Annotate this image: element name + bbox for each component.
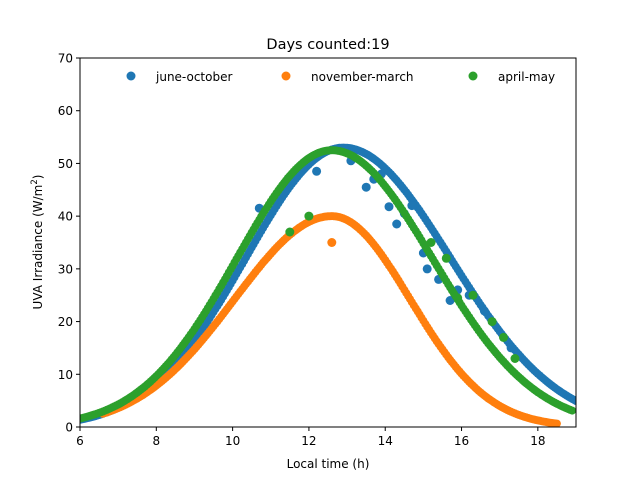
data-point xyxy=(285,227,295,237)
data-point xyxy=(510,354,520,363)
series-april-may xyxy=(80,146,576,423)
chart-title: Days counted:19 xyxy=(266,37,389,53)
y-tick-label: 40 xyxy=(58,210,73,224)
plot-frame xyxy=(79,57,577,428)
data-point xyxy=(468,290,478,300)
data-point xyxy=(392,219,402,229)
x-tick-label: 14 xyxy=(378,434,393,448)
y-tick-label: 20 xyxy=(58,315,73,329)
x-tick-label: 6 xyxy=(76,434,84,448)
data-point xyxy=(479,306,489,316)
x-tick-label: 10 xyxy=(225,434,240,448)
data-point xyxy=(304,211,314,221)
y-tick-label: 0 xyxy=(65,421,73,435)
y-tick-label: 10 xyxy=(58,368,73,382)
x-axis-label: Local time (h) xyxy=(287,457,370,471)
x-tick-label: 16 xyxy=(454,434,469,448)
y-tick-label: 50 xyxy=(58,157,73,171)
y-axis: 0 10 20 30 40 50 60 70 xyxy=(58,52,80,435)
x-axis: 6 8 10 12 14 16 18 xyxy=(76,427,545,448)
data-point xyxy=(327,238,337,247)
legend-marker xyxy=(281,71,291,81)
legend: june-october november-march april-may xyxy=(126,70,555,84)
legend-marker xyxy=(126,71,136,81)
data-point xyxy=(361,182,371,192)
data-point xyxy=(407,201,417,211)
legend-marker xyxy=(468,71,478,81)
y-tick-label: 60 xyxy=(58,104,73,118)
series-november-march xyxy=(98,212,561,427)
x-tick-label: 12 xyxy=(301,434,316,448)
data-point xyxy=(487,317,497,327)
data-point xyxy=(312,166,322,176)
y-tick-label: 70 xyxy=(58,52,73,66)
data-point xyxy=(422,264,432,274)
legend-label: april-may xyxy=(498,70,555,84)
data-point xyxy=(572,397,576,405)
data-point xyxy=(384,202,394,212)
data-point xyxy=(568,406,576,415)
data-point xyxy=(499,332,508,342)
data-point xyxy=(426,238,436,247)
points-layer xyxy=(80,143,576,427)
data-point xyxy=(441,253,451,263)
y-axis-label: UVA Irradiance (W/m2) xyxy=(30,175,45,310)
data-point xyxy=(506,343,516,353)
legend-label: june-october xyxy=(155,70,232,84)
legend-label: november-march xyxy=(311,70,414,84)
y-tick-label: 30 xyxy=(58,262,73,276)
x-tick-label: 18 xyxy=(530,434,545,448)
data-point xyxy=(453,293,463,303)
data-point xyxy=(552,419,561,427)
x-tick-label: 8 xyxy=(152,434,160,448)
